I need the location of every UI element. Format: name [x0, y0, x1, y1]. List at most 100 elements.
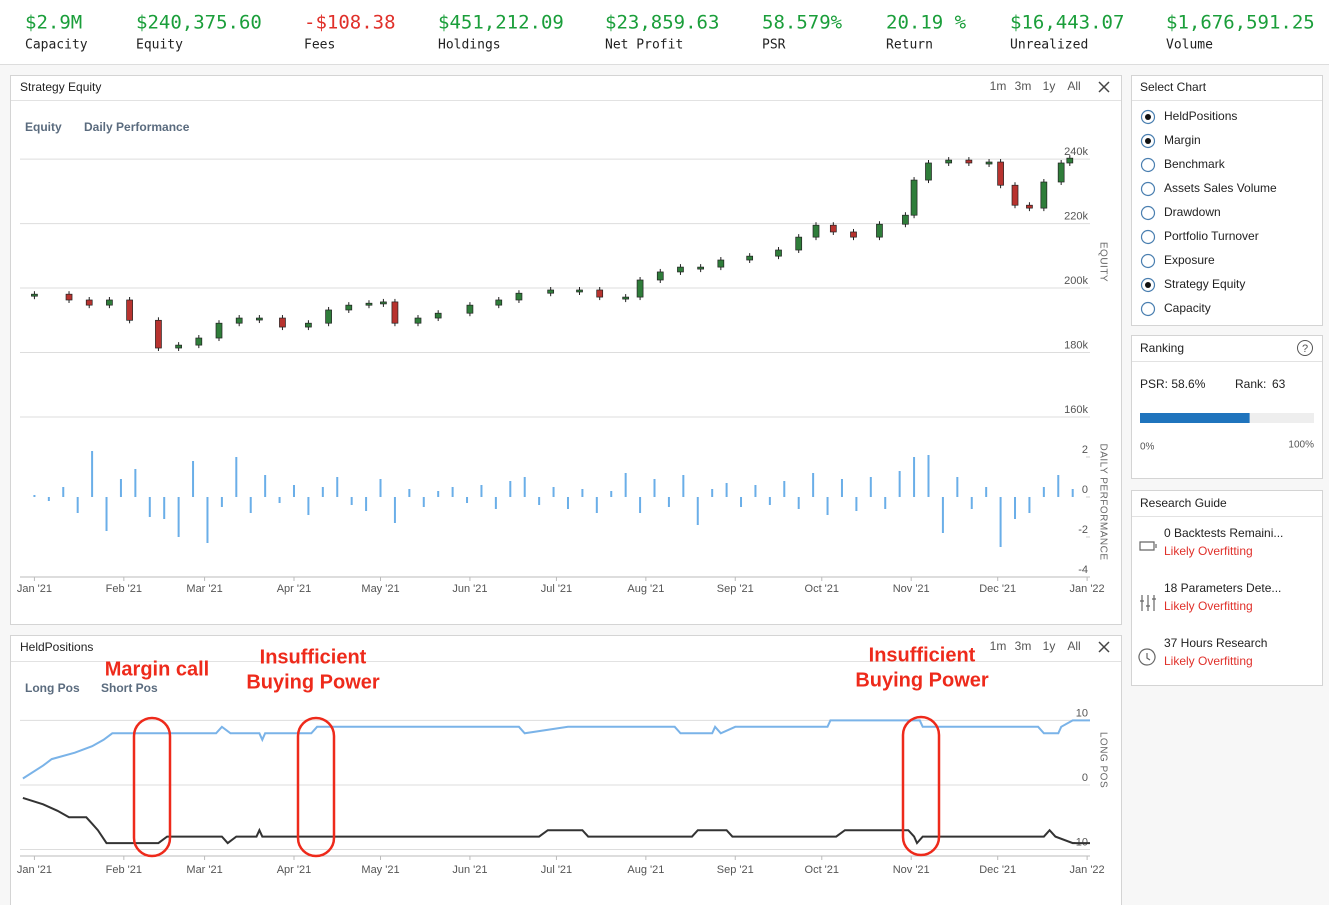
metrics-bar: [0, 0, 1329, 64]
option-label[interactable]: Capacity: [1164, 301, 1211, 315]
x-tick-label: Nov '21: [893, 583, 930, 595]
bar: [408, 489, 411, 497]
candle: [1026, 204, 1033, 209]
bar: [1028, 497, 1031, 513]
bar: [999, 497, 1002, 547]
range-button[interactable]: All: [1067, 79, 1080, 93]
range-button[interactable]: 1y: [1043, 79, 1056, 93]
bar: [494, 497, 497, 509]
range-button[interactable]: 1y: [1043, 639, 1056, 653]
option-label[interactable]: Margin: [1164, 133, 1201, 147]
bar: [206, 497, 209, 543]
metric-value: 58.579%: [762, 12, 843, 34]
candle: [850, 231, 857, 238]
y-tick-label: 220k: [1064, 210, 1088, 222]
option-label[interactable]: Portfolio Turnover: [1164, 229, 1259, 243]
bar: [437, 491, 440, 497]
candle: [902, 214, 909, 225]
range-button[interactable]: 3m: [1015, 79, 1032, 93]
x-tick-label: Sep '21: [717, 864, 754, 876]
annotation: Insufficient: [869, 644, 976, 666]
candle: [997, 161, 1004, 186]
bar: [913, 457, 916, 497]
guide-icon: [1140, 595, 1156, 611]
bar: [307, 497, 310, 515]
bar: [1014, 497, 1017, 519]
bar: [163, 497, 166, 519]
metric-label: Fees: [304, 38, 335, 53]
candle: [1040, 181, 1048, 209]
candle: [65, 293, 73, 301]
x-tick-label: Jan '22: [1070, 864, 1105, 876]
bar: [639, 497, 642, 513]
candle: [155, 319, 162, 349]
guide-text: 0 Backtests Remaini...: [1164, 526, 1283, 540]
x-tick-label: Jun '21: [452, 583, 487, 595]
radio[interactable]: [1140, 205, 1156, 221]
x-tick-label: Mar '21: [186, 583, 222, 595]
metric-value: $1,676,591.25: [1166, 12, 1315, 34]
option-label[interactable]: Strategy Equity: [1164, 277, 1245, 291]
candle: [235, 317, 243, 324]
candle: [256, 317, 263, 321]
bar: [610, 491, 613, 497]
candle: [775, 249, 782, 257]
tab[interactable]: Equity: [25, 120, 62, 134]
option-label[interactable]: Assets Sales Volume: [1164, 181, 1277, 195]
y-tick-label: -4: [1078, 564, 1088, 576]
y-tick-label: 160k: [1064, 404, 1088, 416]
bar: [105, 497, 108, 531]
bar: [422, 497, 425, 507]
option-label[interactable]: Drawdown: [1164, 205, 1221, 219]
radio[interactable]: [1140, 181, 1156, 197]
candle: [126, 299, 133, 321]
annotation: Insufficient: [260, 646, 367, 668]
bar: [249, 497, 252, 513]
x-tick-label: Oct '21: [805, 864, 840, 876]
candle: [925, 162, 932, 181]
annotation-ellipse: [132, 716, 172, 858]
x-tick-label: Nov '21: [893, 864, 930, 876]
close-button[interactable]: [1098, 81, 1110, 93]
range-button[interactable]: 3m: [1015, 639, 1032, 653]
bar: [33, 495, 36, 497]
tab[interactable]: Daily Performance: [84, 120, 190, 134]
radio[interactable]: [1140, 229, 1156, 245]
y-tick-label: 200k: [1064, 275, 1088, 287]
bar: [711, 489, 714, 497]
bar: [740, 497, 743, 507]
metric-value: 20.19 %: [886, 12, 967, 34]
bar: [466, 497, 469, 503]
range-button[interactable]: 1m: [990, 639, 1007, 653]
y-tick-label: 2: [1082, 444, 1088, 456]
help-icon[interactable]: [1297, 340, 1313, 356]
tab[interactable]: Short Pos: [101, 681, 158, 695]
guide-icon: [1138, 648, 1156, 666]
research-panel: [1131, 490, 1323, 686]
radio[interactable]: [1140, 253, 1156, 269]
close-button[interactable]: [1098, 641, 1110, 653]
option-label[interactable]: HeldPositions: [1164, 109, 1237, 123]
radio[interactable]: [1140, 157, 1156, 173]
radio[interactable]: [1140, 301, 1156, 317]
candle: [391, 301, 399, 324]
candle: [985, 161, 993, 165]
range-button[interactable]: 1m: [990, 79, 1007, 93]
candle: [717, 259, 725, 268]
bar: [696, 497, 699, 525]
range-button[interactable]: All: [1067, 639, 1080, 653]
candle: [636, 279, 644, 298]
option-label[interactable]: Exposure: [1164, 253, 1215, 267]
option-label[interactable]: Benchmark: [1164, 157, 1226, 171]
x-tick-label: Aug '21: [627, 864, 664, 876]
annotation-ellipse: [296, 716, 336, 858]
candle: [175, 344, 182, 349]
panel-title: Select Chart: [1140, 80, 1207, 94]
candle: [812, 224, 820, 238]
candle: [945, 159, 953, 164]
candle: [622, 296, 630, 300]
bar: [76, 497, 79, 513]
select-chart-panel: [1131, 75, 1323, 326]
tab[interactable]: Long Pos: [25, 681, 80, 695]
series-line: [22, 796, 1090, 845]
